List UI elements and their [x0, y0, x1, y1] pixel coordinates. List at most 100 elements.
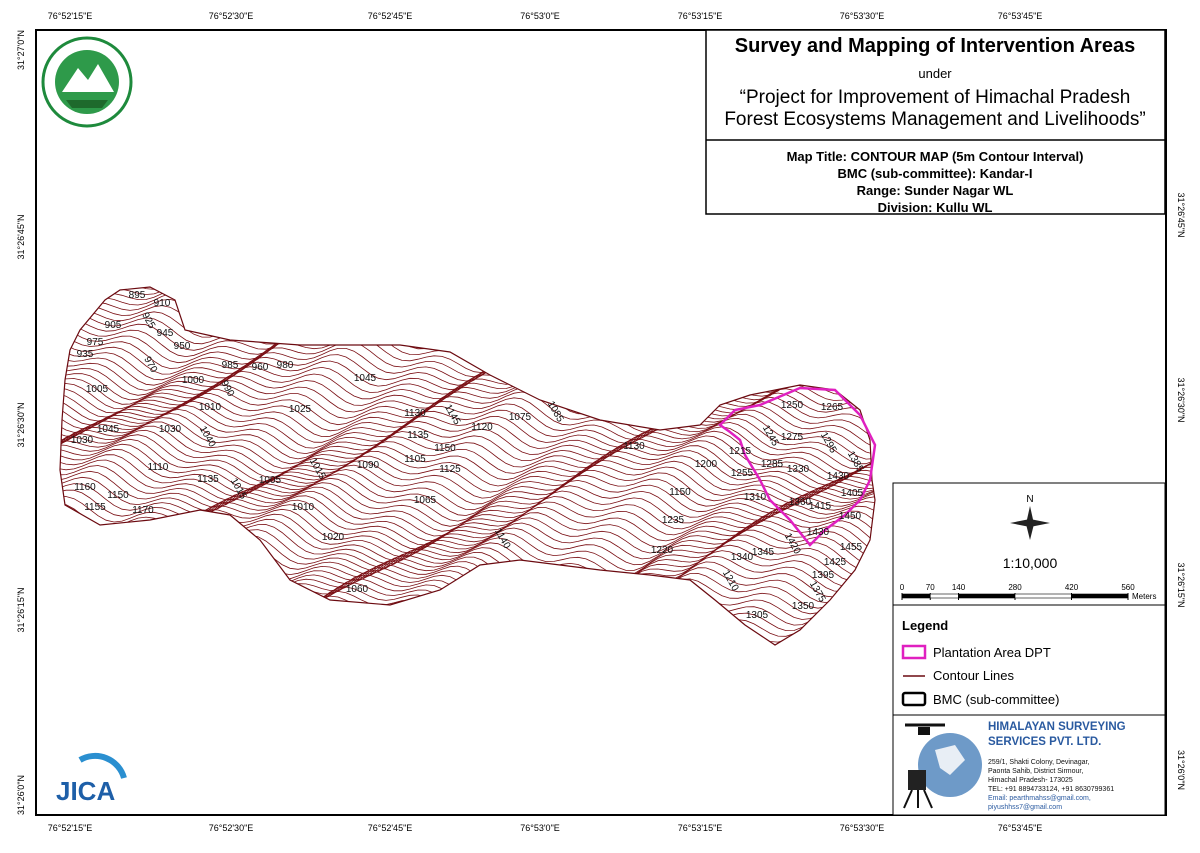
contour-label: 1405 [841, 488, 864, 499]
contour-line [60, 425, 875, 474]
contour-label: 1025 [289, 404, 312, 415]
scale-segment [1071, 593, 1129, 599]
contour-label: 980 [277, 360, 294, 371]
scale-tick-label: 70 [926, 583, 935, 592]
contour-line [60, 413, 875, 460]
project-line: Forest Ecosystems Management and Livelih… [724, 109, 1145, 130]
contour-label: 895 [129, 290, 146, 301]
contour-label: 1350 [792, 601, 815, 612]
contour-line [60, 408, 875, 455]
grid-label-top: 76°53'30"E [840, 11, 885, 21]
contour-line [60, 443, 875, 490]
contour-label: 1430 [827, 471, 850, 482]
grid-label-right: 31°26'0"N [1176, 750, 1186, 790]
scale-ratio: 1:10,000 [1003, 555, 1058, 571]
legend-item: Plantation Area DPT [933, 645, 1051, 660]
grid-label-right: 31°26'30"N [1176, 377, 1186, 422]
contour-label: 1150 [669, 487, 691, 498]
contour-label: 1020 [322, 532, 345, 543]
contour-label: 1065 [414, 495, 437, 506]
contour-label: 1310 [744, 492, 767, 503]
contour-line [60, 454, 875, 499]
scale-unit: Meters [1132, 592, 1156, 601]
contour-line [60, 421, 875, 470]
company-name: HIMALAYAN SURVEYING [988, 721, 1126, 733]
jica-logo: JICA [56, 752, 127, 806]
contour-label: 1125 [439, 464, 461, 475]
legend-swatch [901, 691, 927, 707]
contour-line [60, 459, 875, 505]
scale-tick-label: 560 [1121, 583, 1135, 592]
legend-title: Legend [902, 618, 948, 633]
contour-label: 1170 [132, 505, 154, 516]
under: under [918, 66, 952, 81]
contour-label: 935 [77, 349, 94, 360]
contour-label: 1340 [731, 552, 754, 563]
contour-label: 1285 [761, 459, 784, 470]
map-frame [35, 29, 1167, 816]
grid-label-right: 31°26'45"N [1176, 192, 1186, 237]
company-address: TEL: +91 8894733124, +91 8630799361 [988, 786, 1114, 793]
contour-label: 1425 [824, 557, 847, 568]
plantation-area [718, 386, 877, 547]
contour-line [60, 438, 875, 486]
contour-label: 1455 [840, 542, 863, 553]
project-line: “Project for Improvement of Himachal Pra… [740, 87, 1131, 108]
grid-label-bottom: 76°53'45"E [998, 823, 1043, 833]
contour-line [60, 469, 875, 516]
title: Survey and Mapping of Intervention Areas [735, 35, 1135, 57]
contour-label: 1010 [292, 502, 315, 513]
grid-label-right: 31°26'15"N [1176, 562, 1186, 607]
grid-label-bottom: 76°53'0"E [520, 823, 560, 833]
bmc-boundary [59, 286, 876, 646]
contour-label: 1395 [812, 570, 835, 581]
contour-label: 1030 [71, 435, 94, 446]
map-info: BMC (sub-committee): Kandar-I [837, 166, 1032, 181]
contour-label: 1275 [781, 432, 804, 443]
grid-label-top: 76°53'15"E [678, 11, 723, 21]
contour-label: 1135 [407, 430, 429, 441]
contour-label: 985 [222, 360, 239, 371]
contour-label: 1220 [651, 545, 674, 556]
legend-item: Contour Lines [933, 668, 1014, 683]
grid-label-bottom: 76°53'15"E [678, 823, 723, 833]
grid-label-bottom: 76°52'15"E [48, 823, 93, 833]
scale-tick-label: 280 [1008, 583, 1022, 592]
contour-line [60, 474, 875, 522]
contour-label: 905 [105, 320, 122, 331]
grid-label-left: 31°26'0"N [16, 775, 26, 815]
contour-label: 1110 [148, 462, 169, 473]
forest-dept-logo [41, 36, 133, 128]
company-address: 259/1, Shakti Colony, Devinagar, [988, 759, 1089, 766]
company-address: Paonta Sahib, District Sirmour, [988, 768, 1083, 775]
grid-label-bottom: 76°53'30"E [840, 823, 885, 833]
scale-segment [958, 593, 1016, 599]
contour-label: 945 [157, 328, 174, 339]
grid-label-top: 76°53'45"E [998, 11, 1043, 21]
company-name: SERVICES PVT. LTD. [988, 736, 1101, 748]
contour-label: 1005 [259, 475, 282, 486]
company-address: Email: pearthmahss@gmail.com, [988, 795, 1091, 802]
legend-swatch [901, 644, 927, 660]
grid-label-top: 76°52'30"E [209, 11, 254, 21]
scale-box [892, 482, 1166, 606]
contour-label: 1105 [404, 454, 426, 465]
grid-label-top: 76°52'45"E [368, 11, 413, 21]
legend-item: BMC (sub-committee) [933, 692, 1059, 707]
company-logo [903, 723, 982, 809]
grid-label-bottom: 76°52'30"E [209, 823, 254, 833]
contour-label: 1120 [471, 422, 493, 433]
contour-label: 960 [252, 362, 269, 373]
contour-label: 1045 [354, 373, 377, 384]
contour-label: 1415 [809, 501, 832, 512]
contour-label: 910 [154, 298, 171, 309]
contour-label: 975 [87, 337, 104, 348]
contour-label: 1130 [404, 408, 426, 419]
contour-label: 1450 [839, 511, 862, 522]
grid-label-left: 31°26'15"N [16, 587, 26, 632]
grid-label-left: 31°27'0"N [16, 30, 26, 70]
contour-label: 1010 [199, 402, 222, 413]
company-address: piyushhss7@gmail.com [988, 804, 1062, 811]
grid-label-left: 31°26'30"N [16, 402, 26, 447]
